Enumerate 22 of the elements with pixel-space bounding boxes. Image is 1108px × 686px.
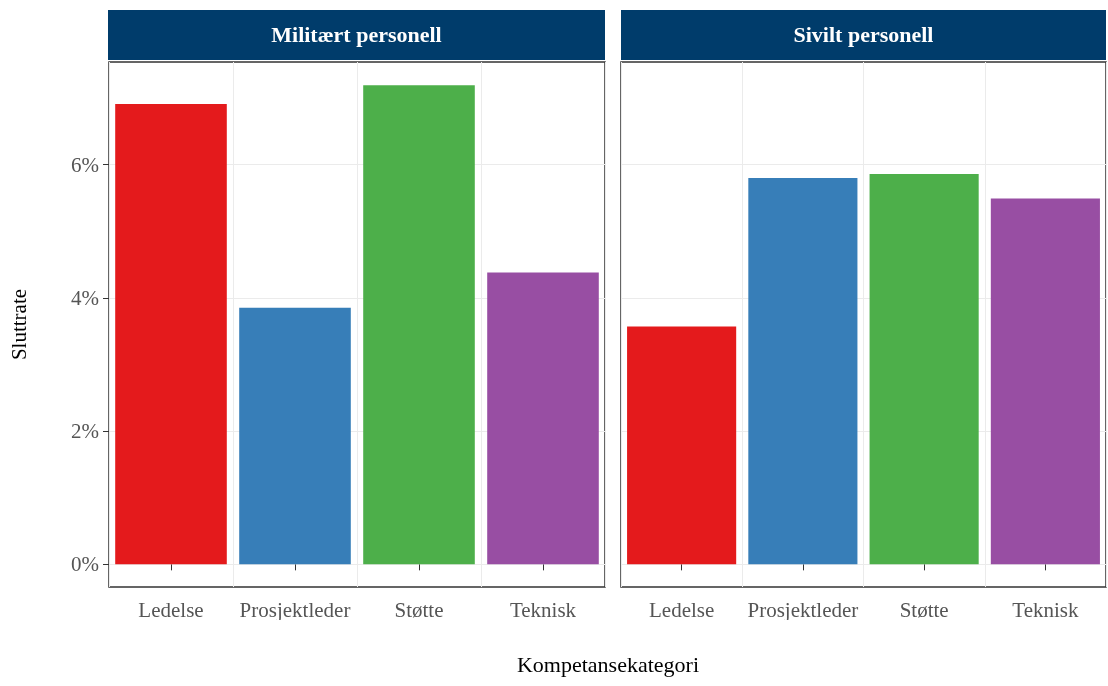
- bar: [627, 326, 737, 565]
- y-tick-label: 2%: [71, 419, 99, 444]
- x-tick-label: Ledelse: [138, 597, 204, 622]
- bar: [363, 85, 475, 565]
- x-tick-label: Støtte: [899, 597, 949, 622]
- chart-title: Sivilt personell: [621, 10, 1106, 60]
- bar: [748, 177, 858, 565]
- x-tick-label: Teknisk: [509, 597, 577, 622]
- bar: [990, 198, 1100, 565]
- y-tick-label: 0%: [71, 552, 99, 577]
- y-axis-title: Sluttrate: [6, 288, 31, 361]
- x-axis-title: Kompetansekategori: [515, 652, 701, 678]
- bar: [869, 173, 979, 565]
- x-tick-label: Ledelse: [648, 597, 715, 622]
- x-tick-label: Teknisk: [1012, 597, 1079, 622]
- y-tick-label: 6%: [71, 152, 99, 177]
- bar: [487, 272, 599, 565]
- chart-title: Militært personell: [108, 10, 605, 60]
- y-tick-label: 4%: [71, 285, 99, 310]
- x-tick-label: Støtte: [394, 597, 444, 622]
- bar: [115, 103, 227, 565]
- bar: [239, 307, 351, 565]
